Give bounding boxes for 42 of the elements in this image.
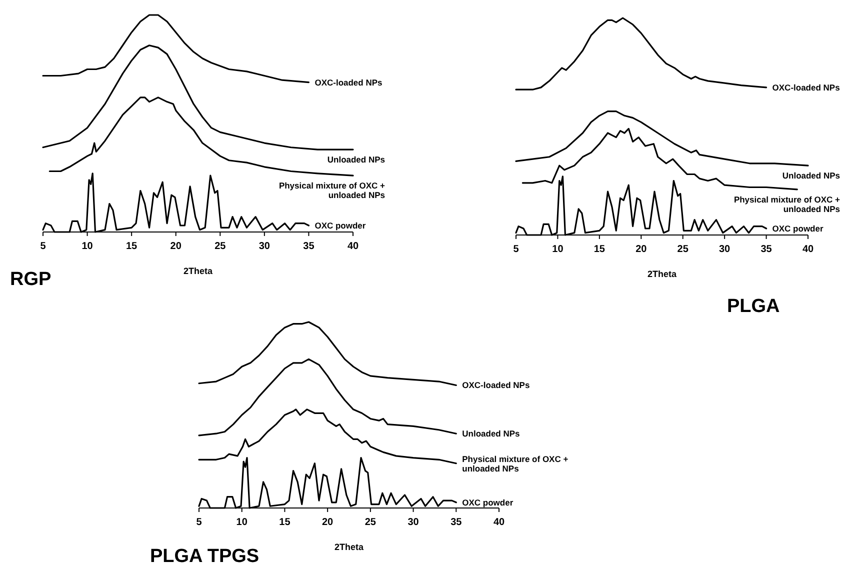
x-tick-label: 30	[719, 244, 731, 255]
text: PLGA	[727, 296, 780, 317]
x-axis-title: 2Theta	[334, 542, 364, 552]
series-label: Unloaded NPs	[462, 428, 520, 439]
series-label: OXC-loaded NPs	[462, 380, 530, 390]
x-tick-label: 15	[594, 244, 606, 255]
x-tick-label: 40	[493, 517, 505, 528]
x-tick-label: 15	[126, 241, 138, 252]
x-tick-label: 35	[760, 244, 772, 255]
x-tick-label: 40	[802, 244, 814, 255]
x-tick-label: 35	[303, 241, 315, 252]
x-tick-label: 40	[347, 241, 359, 252]
series-label: Unloaded NPs	[327, 154, 386, 165]
x-tick-label: 20	[636, 244, 648, 255]
x-tick-label: 10	[552, 244, 564, 255]
series-label: Physical mixture of OXC + unloaded NPs	[278, 180, 386, 200]
x-tick-label: 15	[279, 517, 291, 528]
series-label: OXC powder	[772, 223, 824, 234]
x-tick-label: 35	[450, 517, 462, 528]
series-label: Physical mixture of OXC + unloaded NPs	[734, 194, 840, 214]
x-axis-title: 2Theta	[183, 266, 214, 276]
x-tick-label: 30	[408, 517, 420, 528]
x-tick-label: 30	[258, 241, 270, 252]
x-tick-label: 5	[40, 241, 46, 252]
series-label: OXC-loaded NPs	[772, 82, 840, 92]
series-label: Physical mixture of OXC + unloaded NPs	[462, 454, 568, 474]
text: RGP	[10, 269, 52, 290]
x-tick-label: 10	[82, 241, 94, 252]
text: PLGA TPGS	[150, 546, 260, 566]
x-tick-label: 25	[364, 517, 376, 528]
series-label: OXC powder	[462, 497, 514, 508]
x-axis-title: 2Theta	[647, 269, 678, 279]
series-label: OXC powder	[314, 220, 366, 230]
x-tick-label: 25	[677, 244, 689, 255]
x-tick-label: 5	[196, 517, 202, 528]
x-tick-label: 25	[214, 241, 226, 252]
series-label: Unloaded NPs	[782, 170, 840, 181]
x-tick-label: 20	[322, 517, 334, 528]
series-label: OXC-loaded NPs	[314, 77, 383, 88]
x-tick-label: 10	[236, 517, 248, 528]
x-tick-label: 5	[513, 244, 520, 255]
x-tick-label: 20	[170, 241, 182, 252]
